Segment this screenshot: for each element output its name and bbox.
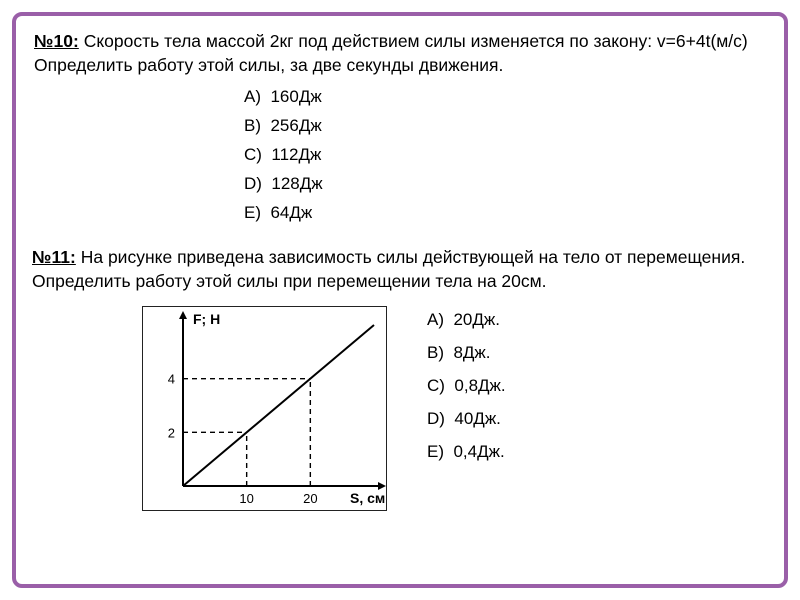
q11-choice-b: B) 8Дж. [427, 343, 506, 363]
q10-body: Скорость тела массой 2кг под действием с… [34, 31, 748, 75]
q11-body: На рисунке приведена зависимость силы де… [32, 247, 745, 291]
q10-text: №10: Скорость тела массой 2кг под действ… [34, 30, 766, 77]
problem-10: №10: Скорость тела массой 2кг под действ… [24, 24, 776, 242]
svg-text:2: 2 [168, 425, 175, 440]
q10-choice-b: B) 256Дж [244, 116, 766, 136]
svg-text:4: 4 [168, 371, 175, 386]
q11-chart: 2 4 10 20 F; H S, см [142, 306, 387, 511]
q10-choices: A) 160Дж B) 256Дж C) 112Дж D) 128Дж E) 6… [244, 87, 766, 223]
q11-choice-e: E) 0,4Дж. [427, 442, 506, 462]
q11-choice-c: C) 0,8Дж. [427, 376, 506, 396]
q11-choices: A) 20Дж. B) 8Дж. C) 0,8Дж. D) 40Дж. E) 0… [427, 310, 506, 475]
svg-text:10: 10 [239, 491, 253, 506]
chart-svg: 2 4 10 20 F; H S, см [143, 307, 388, 512]
q11-choice-a: A) 20Дж. [427, 310, 506, 330]
q10-choice-a: A) 160Дж [244, 87, 766, 107]
q10-choice-c: C) 112Дж [244, 145, 766, 165]
q10-choice-e: E) 64Дж [244, 203, 766, 223]
q10-number: №10: [34, 31, 79, 51]
problem-11: №11: На рисунке приведена зависимость си… [32, 246, 768, 510]
q11-text: №11: На рисунке приведена зависимость си… [32, 246, 768, 293]
svg-text:20: 20 [303, 491, 317, 506]
q11-choice-d: D) 40Дж. [427, 409, 506, 429]
q10-choice-d: D) 128Дж [244, 174, 766, 194]
svg-text:F; H: F; H [193, 311, 220, 327]
q11-row: 2 4 10 20 F; H S, см A) 20Дж. B) 8Дж. C) 0,8Д… [32, 306, 768, 511]
q11-number: №11: [32, 247, 76, 267]
slide-frame: №10: Скорость тела массой 2кг под действ… [12, 12, 788, 588]
svg-text:S, см: S, см [350, 490, 385, 506]
